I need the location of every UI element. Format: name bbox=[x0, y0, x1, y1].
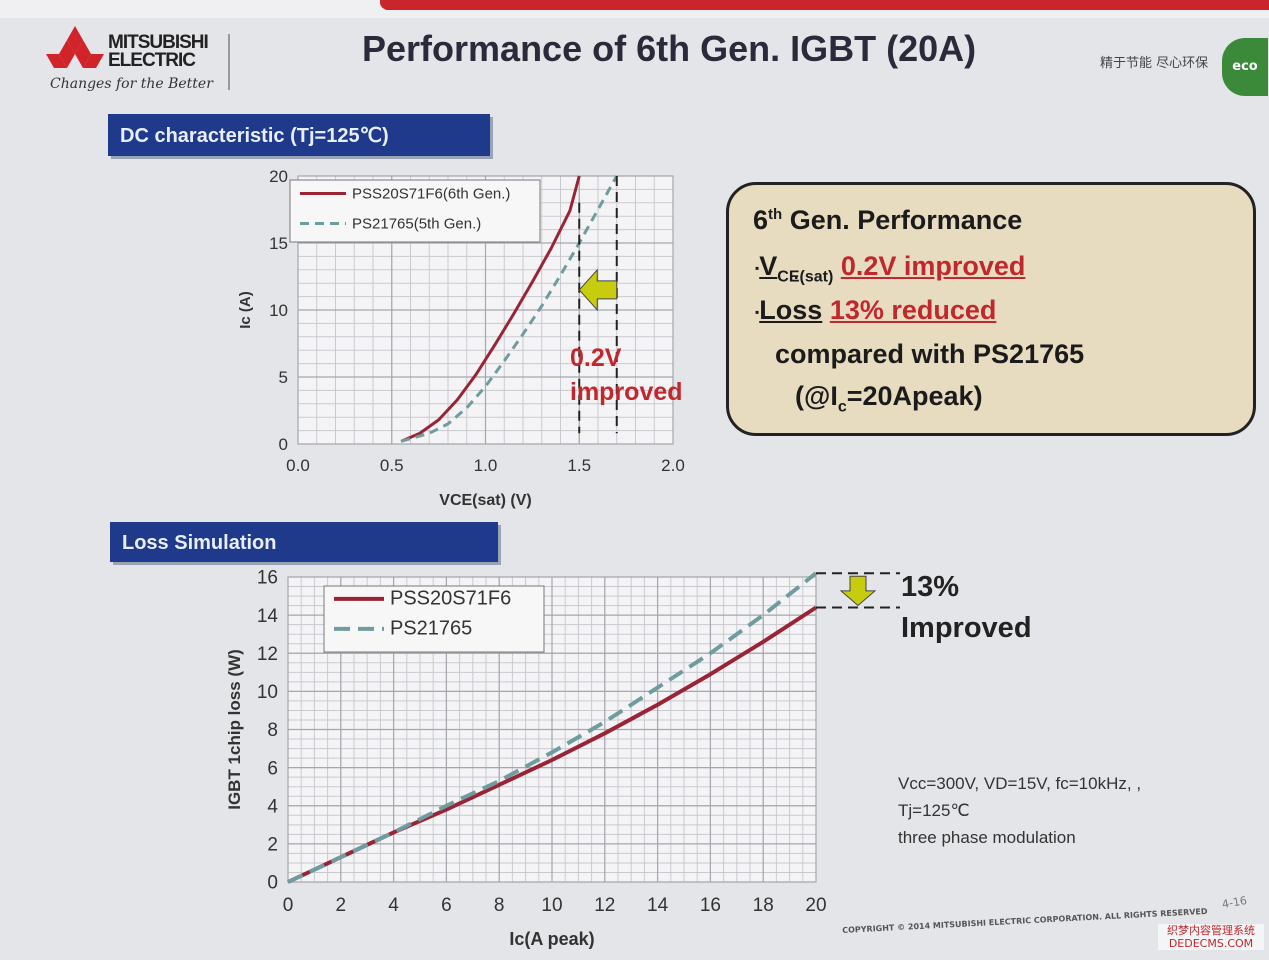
shift-left-arrow-icon bbox=[578, 268, 618, 312]
section-tab-dc: DC characteristic (Tj=125℃) bbox=[108, 114, 490, 156]
mitsubishi-logo: MITSUBISHI ELECTRIC Changes for the Bett… bbox=[46, 26, 236, 96]
x-tick-label: 2.0 bbox=[661, 456, 685, 475]
y-tick-label: 10 bbox=[257, 682, 278, 703]
loss-improvement-text: Improved bbox=[901, 612, 1032, 644]
slogan: 精于节能 尽心环保 bbox=[1100, 56, 1209, 71]
y-tick-label: 0 bbox=[267, 873, 278, 894]
x-tick-label: 14 bbox=[647, 895, 669, 916]
x-tick-label: 1.5 bbox=[567, 456, 591, 475]
watermark: 织梦内容管理系统 DEDECMS.COM bbox=[1158, 924, 1264, 950]
logo-wordmark-2: ELECTRIC bbox=[108, 50, 196, 71]
x-tick-label: 12 bbox=[594, 895, 615, 916]
y-tick-label: 4 bbox=[267, 796, 278, 817]
legend-label: PS21765 bbox=[390, 618, 472, 640]
eco-badge: eco bbox=[1222, 38, 1268, 96]
logo-tagline: Changes for the Better bbox=[50, 76, 213, 92]
three-diamonds-icon bbox=[46, 26, 104, 68]
x-tick-label: 8 bbox=[494, 895, 505, 916]
x-tick-label: 4 bbox=[388, 895, 399, 916]
logo-wordmark-1: MITSUBISHI bbox=[108, 32, 209, 53]
y-tick-label: 16 bbox=[257, 568, 278, 589]
legend-label: PSS20S71F6 bbox=[390, 588, 511, 610]
perf-item-loss: ▪Loss 13% reduced bbox=[755, 295, 997, 325]
legend-box bbox=[289, 179, 541, 243]
condition-line-1: Vcc=300V, VD=15V, fc=10kHz, , bbox=[898, 774, 1142, 793]
condition-line-2: Tj=125℃ bbox=[898, 801, 970, 820]
y-tick-label: 10 bbox=[269, 301, 288, 320]
slide-title: Performance of 6th Gen. IGBT (20A) bbox=[362, 28, 977, 69]
perf-item-vce: ▪VCE(sat) 0.2V improved bbox=[755, 251, 1026, 286]
top-red-stripe bbox=[380, 0, 1269, 10]
page-number: 4-16 bbox=[1221, 893, 1248, 912]
x-tick-label: 2 bbox=[336, 895, 347, 916]
x-tick-label: 0.5 bbox=[380, 456, 404, 475]
x-tick-label: 16 bbox=[700, 895, 721, 916]
x-tick-label: 0 bbox=[283, 895, 294, 916]
section-tab-loss: Loss Simulation bbox=[110, 522, 498, 562]
dc-improvement-text: improved bbox=[570, 378, 683, 406]
condition-line-3: three phase modulation bbox=[898, 828, 1076, 847]
y-tick-label: 20 bbox=[269, 167, 288, 186]
y-tick-label: 5 bbox=[279, 368, 288, 387]
shift-down-arrow-icon bbox=[839, 575, 877, 607]
y-axis-label: IGBT 1chip loss (W) bbox=[225, 649, 244, 810]
x-tick-label: 0.0 bbox=[286, 456, 310, 475]
performance-box: 6th Gen. Performance ▪VCE(sat) 0.2V impr… bbox=[726, 182, 1256, 436]
x-tick-label: 10 bbox=[541, 895, 562, 916]
legend-label: PSS20S71F6(6th Gen.) bbox=[352, 186, 510, 203]
x-tick-label: 1.0 bbox=[474, 456, 498, 475]
y-tick-label: 0 bbox=[279, 435, 288, 454]
legend-label: PS21765(5th Gen.) bbox=[352, 216, 481, 233]
logo-divider bbox=[228, 34, 230, 90]
perf-heading: 6th Gen. Performance bbox=[753, 205, 1023, 235]
y-tick-label: 14 bbox=[257, 606, 279, 627]
series-line-gen5 bbox=[287, 571, 818, 884]
perf-condition: (@Ic=20Apeak) bbox=[795, 381, 983, 416]
y-tick-label: 15 bbox=[269, 234, 288, 253]
series-line-gen6 bbox=[400, 175, 581, 443]
x-tick-label: 20 bbox=[805, 895, 826, 916]
perf-loss-value: 13% reduced bbox=[829, 295, 997, 325]
x-axis-label: VCE(sat) (V) bbox=[439, 492, 531, 509]
y-tick-label: 2 bbox=[267, 835, 278, 856]
x-tick-label: 18 bbox=[753, 895, 774, 916]
dc-improvement-value: 0.2V bbox=[570, 344, 622, 372]
x-axis-label: Ic(A peak) bbox=[509, 929, 594, 949]
perf-compared: compared with PS21765 bbox=[775, 339, 1085, 369]
x-tick-label: 6 bbox=[441, 895, 452, 916]
dc-characteristic-chart: 0.0 0.5 1.0 1.5 2.0 0 5 10 15 20 VCE(sat) (V) Ic (A… bbox=[237, 167, 685, 509]
y-tick-label: 12 bbox=[257, 644, 278, 665]
y-tick-label: 8 bbox=[267, 720, 278, 741]
loss-improvement-value: 13% bbox=[901, 571, 959, 603]
perf-vce-value: 0.2V improved bbox=[840, 251, 1026, 281]
loss-simulation-chart: 0 2 4 6 8 10 12 14 16 18 20 0 2 4 6 8 10 12 14 16 Ic(A peak)… bbox=[225, 568, 1032, 949]
y-axis-label: Ic (A) bbox=[237, 291, 254, 329]
series-line-gen5 bbox=[400, 175, 619, 443]
y-tick-label: 6 bbox=[267, 758, 278, 779]
simulation-conditions: Vcc=300V, VD=15V, fc=10kHz, , Tj=125℃ th… bbox=[898, 770, 1141, 851]
